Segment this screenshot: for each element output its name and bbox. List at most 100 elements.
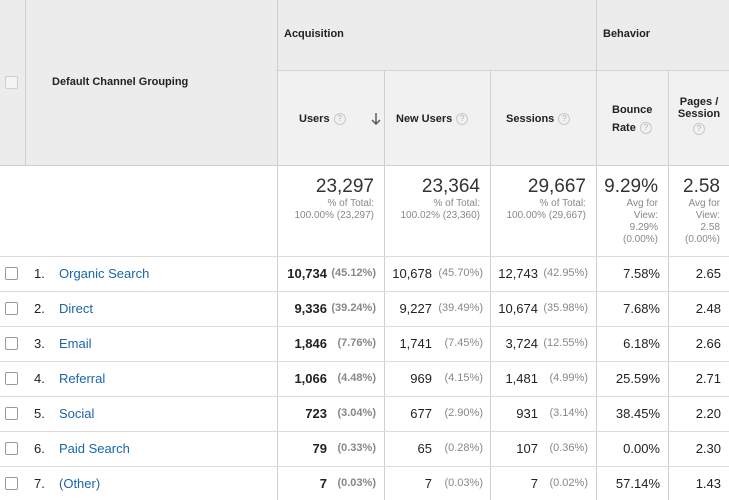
new-users-percent: (2.90%) [444,407,483,419]
row-checkbox[interactable] [5,302,18,315]
row-checkbox[interactable] [5,267,18,280]
help-icon[interactable]: ? [333,113,346,126]
new-users-percent: (39.49%) [438,302,483,314]
bounce-rate-value: 38.45% [615,406,660,421]
new-users-percent: (0.03%) [444,477,483,489]
bounce-rate-label-line2: Rate [612,122,636,134]
row-checkbox[interactable] [5,442,18,455]
divider [596,0,597,500]
table-row: 1. Organic Search 10,734 (45.12%) 10,678… [0,256,729,291]
table-row: 2. Direct 9,336 (39.24%) 9,227 (39.49%) … [0,291,729,326]
users-value: 79 [312,441,327,456]
channel-link[interactable]: (Other) [59,476,101,491]
sessions-percent: (42.95%) [543,267,588,279]
bounce-rate-value: 0.00% [623,441,660,456]
channel-link[interactable]: Social [59,406,95,421]
row-checkbox[interactable] [5,372,18,385]
total-new-users-label: % of Total: [433,198,480,209]
users-percent: (45.12%) [331,267,376,279]
avg-pages-session-diff: (0.00%) [684,234,720,245]
new-users-percent: (45.70%) [438,267,483,279]
total-new-users-percent: % of Total: 100.02% (23,360) [386,198,480,222]
users-value: 7 [319,476,327,491]
bounce-rate-value: 7.58% [623,266,660,281]
sessions-value: 12,743 [498,266,538,281]
sessions-percent: (0.36%) [549,442,588,454]
sessions-value: 931 [516,406,538,421]
sort-descending-icon[interactable] [370,112,382,126]
table-row: 5. Social 723 (3.04%) 677 (2.90%) 931 (3… [0,396,729,431]
divider [25,0,26,165]
help-icon[interactable]: ? [456,113,469,126]
avg-pages-session-detail: Avg for View: 2.58 (0.00%) [669,198,720,246]
table-row: 4. Referral 1,066 (4.48%) 969 (4.15%) 1,… [0,361,729,396]
users-value: 1,066 [294,371,327,386]
select-all-checkbox[interactable] [5,76,18,89]
users-percent: (0.03%) [337,477,376,489]
avg-bounce-rate-view: View: [633,210,658,221]
pages-session-value: 2.20 [695,406,721,421]
channel-link[interactable]: Direct [59,301,93,316]
avg-bounce-rate-value: 9.29% [604,176,658,197]
total-new-users-value: 23,364 [421,176,480,197]
divider [278,70,729,71]
row-index: 3. [34,336,45,351]
new-users-value: 10,678 [392,266,432,281]
users-percent: (7.76%) [337,337,376,349]
dimension-header[interactable]: Default Channel Grouping [52,76,189,88]
divider [490,70,491,500]
help-icon[interactable]: ? [639,122,652,135]
new-users-column-header[interactable]: New Users? [396,113,469,126]
behavior-group-header: Behavior [603,28,651,40]
sessions-value: 7 [530,476,538,491]
pages-session-column-header[interactable]: Pages / Session ? [669,96,729,136]
divider [668,70,669,500]
pages-session-label-line1: Pages / [679,96,719,108]
users-value: 9,336 [294,301,327,316]
users-column-header[interactable]: Users? [299,113,346,126]
channel-link[interactable]: Referral [59,371,106,386]
bounce-rate-label-line1: Bounce [612,104,653,116]
new-users-percent: (7.45%) [444,337,483,349]
bounce-rate-column-header[interactable]: Bounce Rate? [612,101,652,137]
sessions-percent: (4.99%) [549,372,588,384]
row-index: 5. [34,406,45,421]
channel-link[interactable]: Email [59,336,92,351]
row-index: 1. [34,266,45,281]
divider [0,256,729,257]
users-percent: (3.04%) [337,407,376,419]
table-row: 6. Paid Search 79 (0.33%) 65 (0.28%) 107… [0,431,729,466]
row-checkbox[interactable] [5,477,18,490]
help-icon[interactable]: ? [558,113,571,126]
row-divider [0,431,729,432]
sessions-percent: (3.14%) [549,407,588,419]
header-group-band [278,0,729,70]
total-sessions-detail: 100.00% (29,667) [506,210,586,221]
bounce-rate-value: 7.68% [623,301,660,316]
users-column-label: Users [299,113,330,125]
new-users-value: 1,741 [399,336,432,351]
sessions-value: 3,724 [505,336,538,351]
row-checkbox[interactable] [5,337,18,350]
bounce-rate-value: 57.14% [615,476,660,491]
channel-link[interactable]: Paid Search [59,441,130,456]
row-index: 2. [34,301,45,316]
avg-pages-session-label: Avg for [688,198,721,209]
users-percent: (39.24%) [331,302,376,314]
total-users-value: 23,297 [315,176,374,197]
pages-session-label-line2: Session [677,108,721,120]
new-users-column-label: New Users [396,113,453,125]
pages-session-value: 2.48 [695,301,721,316]
total-sessions-value: 29,667 [527,176,586,197]
row-divider [0,326,729,327]
channel-link[interactable]: Organic Search [59,266,150,281]
avg-bounce-rate-detail: Avg for View: 9.29% (0.00%) [598,198,658,246]
row-divider [0,466,729,467]
users-percent: (4.48%) [337,372,376,384]
acquisition-group-header: Acquisition [284,28,344,40]
sessions-column-header[interactable]: Sessions? [506,113,571,126]
help-icon[interactable]: ? [693,123,705,136]
row-checkbox[interactable] [5,407,18,420]
header-dimension-bg [0,0,277,165]
